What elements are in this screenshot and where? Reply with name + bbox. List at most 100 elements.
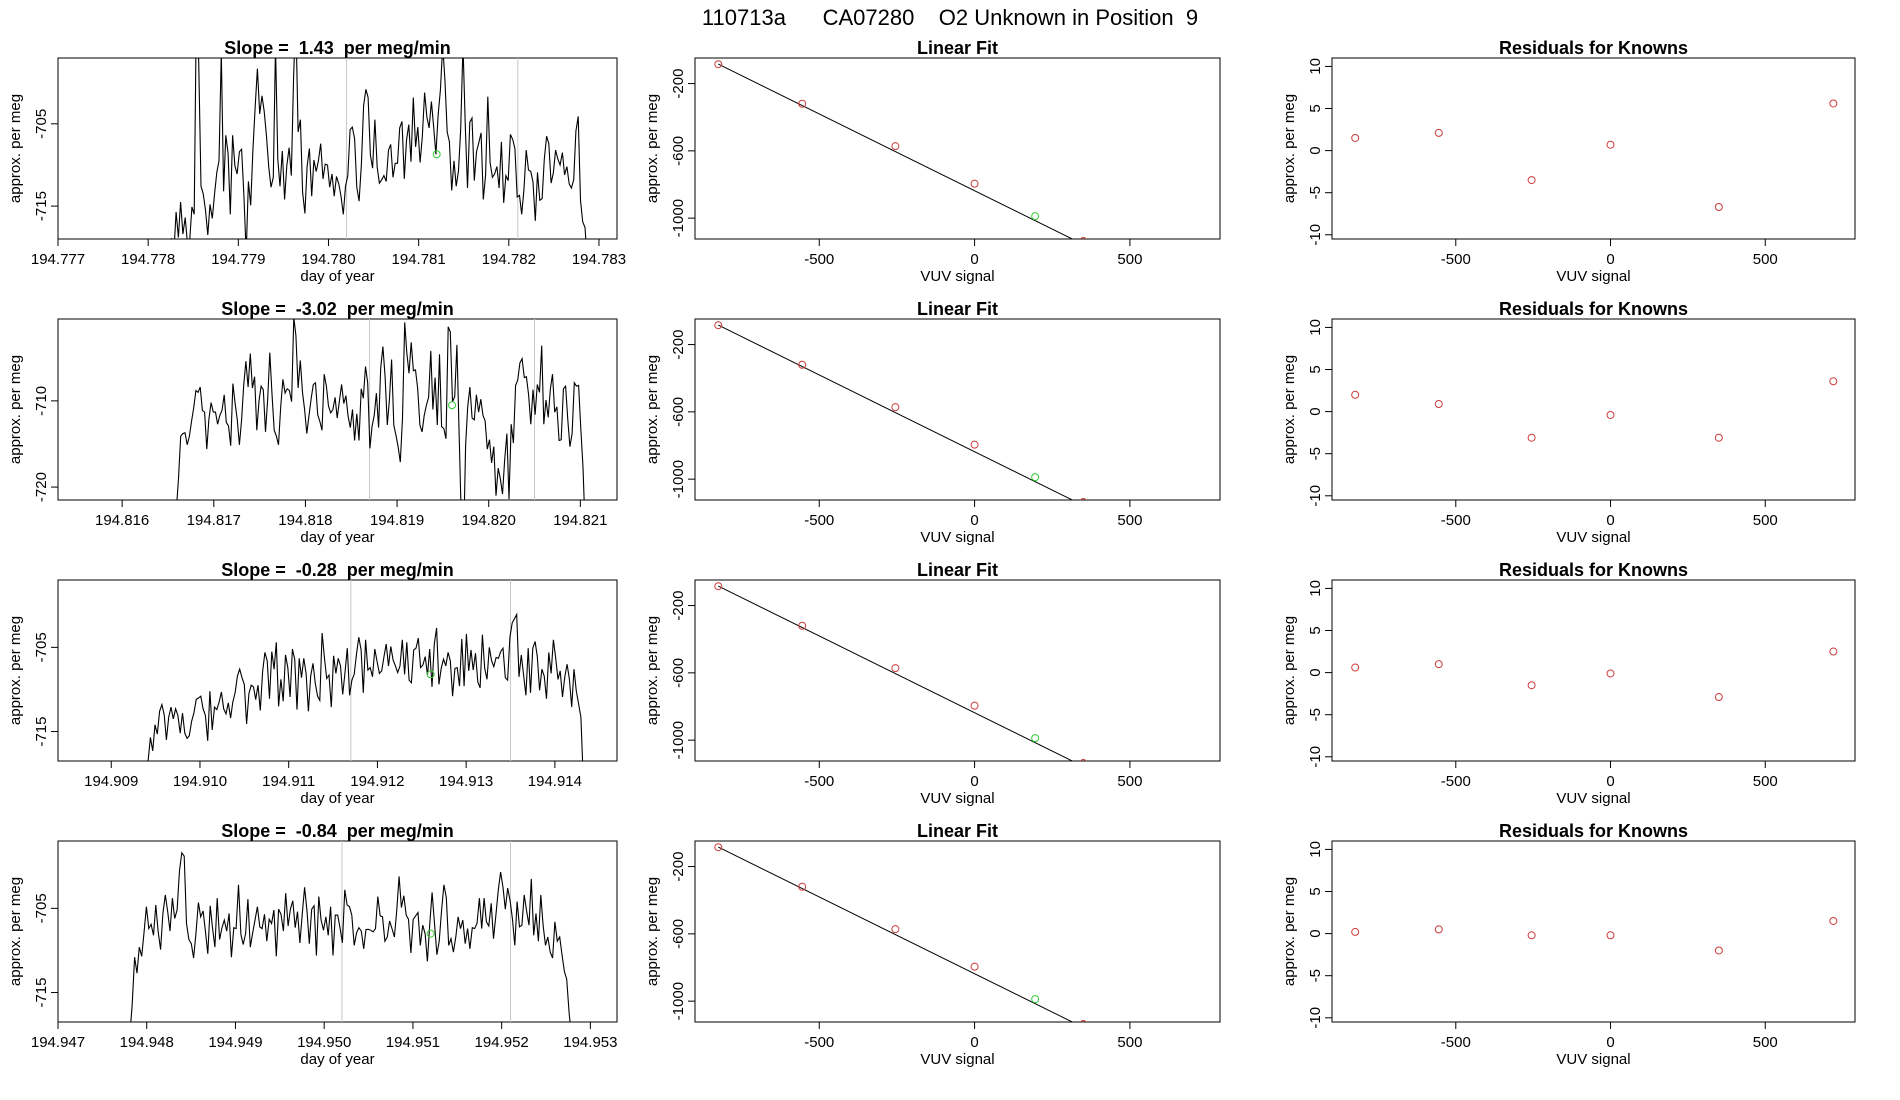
plot-area <box>714 60 1087 239</box>
x-tick-label: 500 <box>1753 251 1778 268</box>
plot-box <box>1331 579 1856 762</box>
plot-box <box>57 318 618 501</box>
x-tick-label: 194.780 <box>301 251 355 268</box>
y-axis-label: approx. per meg <box>1281 877 1298 986</box>
chart-title: Slope = -0.84 per meg/min <box>221 821 454 841</box>
residual-point <box>1606 669 1615 678</box>
x-tick-label: 500 <box>1753 512 1778 529</box>
x-tick-label: -500 <box>1441 251 1471 268</box>
y-tick-label: -1000 <box>670 199 687 237</box>
chart-panel-time-series-3: Slope = -0.28 per meg/min 194.909 194.910 1… <box>7 560 618 807</box>
residual-point <box>1527 176 1536 185</box>
chart-panel-linear-fit-3: Linear Fit -500 0 500 -200 -600 -1000 VUV signa… <box>644 560 1221 807</box>
unknown-point <box>432 150 441 159</box>
residual-point <box>1714 946 1723 955</box>
x-tick-label: 500 <box>1753 1034 1778 1051</box>
x-axis-label: VUV signal <box>1556 1051 1630 1068</box>
x-axis-label: VUV signal <box>1556 529 1630 546</box>
plot-box <box>694 318 1221 501</box>
known-point <box>798 621 807 630</box>
x-tick-label: 194.779 <box>211 251 265 268</box>
known-point <box>891 925 900 934</box>
residual-point <box>1434 660 1443 669</box>
x-tick-label: 194.913 <box>439 773 493 790</box>
y-tick-label: -720 <box>33 472 50 502</box>
y-tick-label: -10 <box>1307 1007 1324 1029</box>
residual-point <box>1829 99 1838 108</box>
y-tick-label: -1000 <box>670 982 687 1020</box>
x-axis-label: day of year <box>300 529 374 546</box>
x-tick-label: 500 <box>1117 512 1142 529</box>
y-tick-label: 0 <box>1307 929 1324 937</box>
chart-panel-time-series-4: Slope = -0.84 per meg/min 194.947 194.948 1… <box>7 821 618 1068</box>
x-tick-label: 500 <box>1117 251 1142 268</box>
plot-box <box>57 57 618 240</box>
chart-panel-residuals-3: Residuals for Knowns -500 0 500 10 5 0 -5 -10 VUV… <box>1281 560 1856 807</box>
residual-point <box>1714 693 1723 702</box>
x-axis-label: VUV signal <box>920 529 994 546</box>
known-point <box>1079 759 1087 761</box>
plot-box <box>694 579 1221 762</box>
residual-point <box>1527 931 1536 940</box>
known-point <box>970 440 979 449</box>
unknown-point <box>1031 995 1040 1004</box>
unknown-point <box>1031 473 1040 482</box>
y-tick-label: -1000 <box>670 721 687 759</box>
plot-area <box>1351 916 1838 955</box>
x-tick-label: 194.953 <box>563 1034 617 1051</box>
chart-panel-linear-fit-4: Linear Fit -500 0 500 -200 -600 -1000 VUV signa… <box>644 821 1221 1068</box>
x-tick-label: 194.816 <box>95 512 149 529</box>
x-tick-label: -500 <box>1441 773 1471 790</box>
x-tick-label: 0 <box>970 773 978 790</box>
y-tick-label: 5 <box>1307 365 1324 373</box>
known-point <box>798 882 807 891</box>
y-tick-label: -200 <box>670 69 687 99</box>
known-point <box>798 360 807 369</box>
x-tick-label: 194.948 <box>120 1034 174 1051</box>
residual-point <box>1527 433 1536 442</box>
x-tick-label: 194.819 <box>370 512 424 529</box>
plot-box <box>1331 840 1856 1023</box>
y-tick-label: -705 <box>33 109 50 139</box>
chart-title: Residuals for Knowns <box>1499 821 1688 841</box>
residual-point <box>1351 927 1360 936</box>
y-axis-label: approx. per meg <box>7 877 24 986</box>
unknown-point <box>1031 212 1040 221</box>
known-point <box>1079 498 1087 500</box>
y-axis-label: approx. per meg <box>1281 94 1298 203</box>
chart-panel-time-series-1: Slope = 1.43 per meg/min 194.777 194.778 19… <box>7 38 626 285</box>
x-tick-label: 194.777 <box>31 251 85 268</box>
y-tick-label: -715 <box>33 978 50 1008</box>
y-tick-label: -10 <box>1307 746 1324 768</box>
x-tick-label: 194.947 <box>31 1034 85 1051</box>
x-axis-label: VUV signal <box>920 268 994 285</box>
x-tick-label: 194.820 <box>462 512 516 529</box>
known-point <box>714 843 723 852</box>
plot-area <box>714 321 1087 500</box>
x-axis-label: VUV signal <box>920 1051 994 1068</box>
plot-area <box>1351 99 1838 212</box>
y-axis-label: approx. per meg <box>644 616 661 725</box>
x-tick-label: 0 <box>1606 773 1614 790</box>
y-tick-label: -1000 <box>670 460 687 498</box>
chart-title: Linear Fit <box>917 560 998 580</box>
known-point <box>714 321 723 330</box>
x-tick-label: 194.912 <box>350 773 404 790</box>
x-axis-label: day of year <box>300 268 374 285</box>
y-tick-label: 10 <box>1307 580 1324 597</box>
x-tick-label: 0 <box>970 251 978 268</box>
y-tick-label: -715 <box>33 191 50 221</box>
x-tick-label: 500 <box>1117 773 1142 790</box>
panels: Slope = 1.43 per meg/min 194.777 194.778 19… <box>7 38 1856 1068</box>
known-point <box>1079 237 1087 239</box>
chart-title: Residuals for Knowns <box>1499 38 1688 58</box>
y-tick-label: 5 <box>1307 887 1324 895</box>
y-tick-label: 10 <box>1307 319 1324 336</box>
chart-panel-linear-fit-2: Linear Fit -500 0 500 -200 -600 -1000 VUV signa… <box>644 299 1221 546</box>
y-tick-label: -5 <box>1307 186 1324 199</box>
y-tick-label: -715 <box>33 717 50 747</box>
chart-panel-residuals-2: Residuals for Knowns -500 0 500 10 5 0 -5 -10 VUV… <box>1281 299 1856 546</box>
plot-box <box>57 840 618 1023</box>
chart-panel-residuals-4: Residuals for Knowns -500 0 500 10 5 0 -5 -10 VUV… <box>1281 821 1856 1068</box>
known-point <box>970 962 979 971</box>
